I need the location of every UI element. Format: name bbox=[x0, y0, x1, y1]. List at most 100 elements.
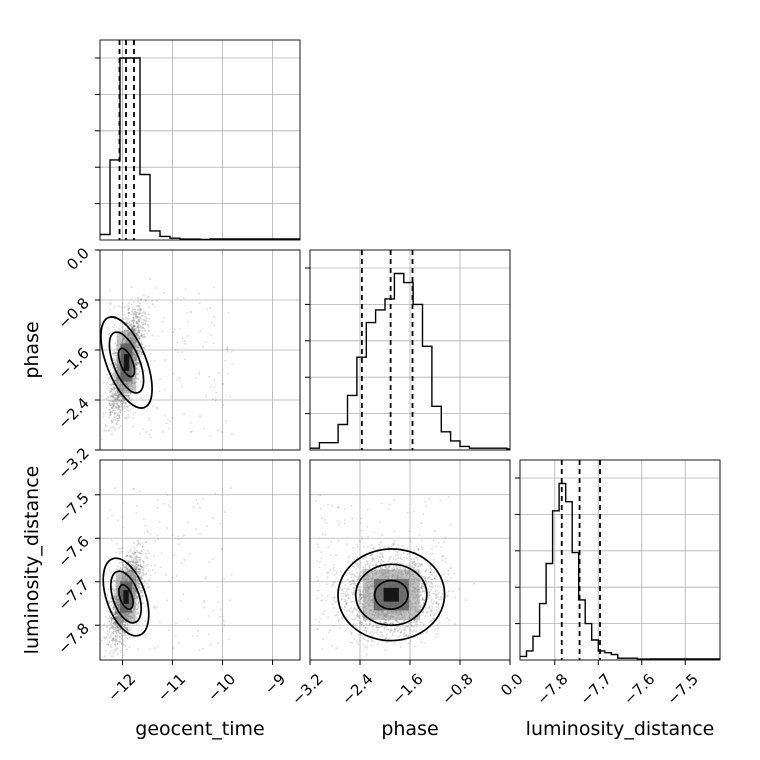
sample-point bbox=[115, 631, 118, 634]
sample-point bbox=[131, 306, 134, 309]
sample-point bbox=[143, 320, 146, 322]
sample-point bbox=[143, 346, 145, 349]
sample-point bbox=[137, 344, 139, 346]
sample-point bbox=[134, 317, 137, 319]
sample-point bbox=[113, 416, 115, 419]
sample-point bbox=[226, 350, 229, 353]
sample-point bbox=[138, 305, 141, 308]
sample-point bbox=[117, 394, 120, 397]
sample-point bbox=[110, 411, 112, 413]
sample-point bbox=[117, 395, 120, 398]
sample-point bbox=[112, 632, 115, 635]
sample-point bbox=[126, 629, 129, 632]
sample-point bbox=[113, 372, 116, 375]
sample-point bbox=[136, 317, 139, 319]
sample-point bbox=[133, 559, 135, 562]
sample-point bbox=[144, 573, 147, 576]
sample-point bbox=[135, 326, 138, 329]
sample-point bbox=[111, 411, 114, 414]
sample-point bbox=[111, 632, 114, 634]
sample-point bbox=[138, 319, 141, 321]
sample-point bbox=[133, 561, 135, 564]
sample-point bbox=[126, 555, 128, 557]
sample-point bbox=[152, 405, 155, 408]
sample-point bbox=[181, 351, 184, 353]
sample-point bbox=[114, 593, 117, 595]
sample-point bbox=[151, 303, 154, 305]
sample-point bbox=[210, 385, 212, 388]
sample-point bbox=[118, 426, 120, 429]
sample-point bbox=[114, 650, 117, 652]
sample-point bbox=[128, 302, 131, 304]
sample-point bbox=[112, 400, 114, 402]
sample-point bbox=[111, 382, 114, 385]
sample-point bbox=[115, 347, 118, 350]
sample-point bbox=[115, 400, 117, 403]
sample-point bbox=[117, 408, 120, 411]
sample-point bbox=[139, 592, 142, 595]
sample-point bbox=[133, 328, 136, 330]
sample-point bbox=[132, 328, 135, 331]
sample-point bbox=[127, 309, 130, 312]
sample-point bbox=[127, 312, 130, 314]
sample-point bbox=[121, 631, 124, 633]
sample-point bbox=[136, 566, 138, 569]
sample-point bbox=[138, 582, 141, 584]
sample-point bbox=[137, 605, 140, 608]
sample-point bbox=[137, 322, 140, 325]
sample-point bbox=[121, 407, 124, 409]
sample-point bbox=[118, 393, 121, 396]
sample-point bbox=[118, 417, 121, 420]
sample-point bbox=[133, 328, 136, 331]
sample-point bbox=[110, 597, 113, 600]
sample-point bbox=[140, 397, 143, 399]
sample-point bbox=[120, 399, 123, 402]
sample-point bbox=[136, 359, 139, 361]
sample-point bbox=[112, 638, 115, 640]
sample-point bbox=[140, 298, 142, 301]
sample-point bbox=[115, 623, 117, 625]
sample-point bbox=[130, 323, 133, 326]
sample-point bbox=[146, 393, 148, 396]
sample-point bbox=[109, 411, 112, 414]
sample-point bbox=[145, 540, 147, 543]
sample-point bbox=[114, 355, 117, 357]
sample-point bbox=[138, 321, 141, 323]
sample-point bbox=[182, 413, 185, 415]
sample-point bbox=[114, 351, 117, 354]
sample-point bbox=[115, 630, 117, 633]
sample-point bbox=[111, 400, 114, 403]
histogram-luminosity_distance bbox=[520, 482, 720, 660]
sample-point bbox=[149, 277, 152, 280]
sample-point bbox=[107, 400, 110, 403]
sample-point bbox=[138, 309, 141, 311]
sample-point bbox=[136, 608, 139, 611]
sample-point bbox=[111, 330, 113, 333]
sample-point bbox=[125, 627, 128, 629]
sample-point bbox=[122, 623, 125, 626]
sample-point bbox=[143, 335, 146, 338]
sample-point bbox=[114, 379, 116, 382]
sample-point bbox=[183, 340, 186, 343]
sample-point bbox=[117, 313, 120, 316]
sample-point bbox=[142, 315, 144, 317]
sample-point bbox=[109, 400, 112, 402]
sample-point bbox=[121, 396, 123, 398]
sample-point bbox=[139, 317, 142, 319]
sample-point bbox=[123, 561, 125, 564]
sample-point bbox=[111, 617, 113, 620]
sample-point bbox=[136, 581, 139, 584]
sample-point bbox=[139, 308, 142, 310]
sample-point bbox=[113, 352, 115, 355]
sample-point bbox=[176, 341, 179, 344]
sample-point bbox=[102, 415, 105, 418]
sample-point bbox=[132, 330, 135, 332]
sample-point bbox=[113, 630, 115, 633]
sample-point bbox=[112, 638, 115, 640]
sample-point bbox=[140, 325, 143, 328]
sample-point bbox=[136, 595, 139, 597]
sample-point bbox=[130, 556, 133, 559]
sample-point bbox=[133, 553, 136, 556]
sample-point bbox=[148, 416, 151, 419]
